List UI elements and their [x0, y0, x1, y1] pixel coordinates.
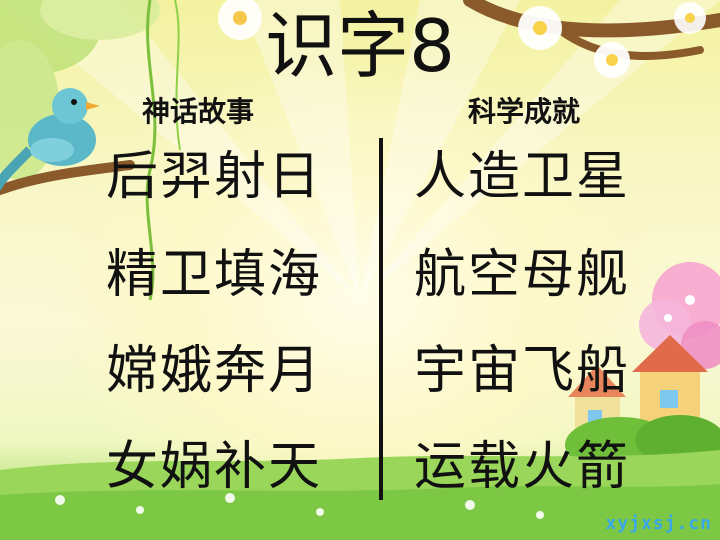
column-divider	[379, 138, 383, 500]
right-phrase-3: 宇宙飞船	[414, 341, 631, 401]
bird-icon	[0, 88, 100, 192]
left-phrase-2: 精卫填海	[106, 245, 323, 305]
right-phrase-2: 航空母舰	[414, 245, 631, 305]
flower-icon	[639, 262, 720, 369]
flower-icon	[518, 2, 706, 78]
flower-icon	[218, 0, 262, 40]
right-phrase-1: 人造卫星	[414, 147, 631, 207]
left-phrase-3: 嫦娥奔月	[106, 341, 323, 401]
left-phrase-1: 后羿射日	[106, 147, 323, 207]
slide-title: 识字8	[265, 4, 455, 88]
right-phrase-4: 运载火箭	[414, 437, 631, 497]
watermark: xyjxsj.cn	[605, 513, 712, 534]
left-phrase-4: 女娲补天	[106, 437, 323, 497]
left-column-heading: 神话故事	[142, 95, 255, 128]
house-icon	[568, 335, 708, 440]
right-column-heading: 科学成就	[468, 95, 581, 128]
